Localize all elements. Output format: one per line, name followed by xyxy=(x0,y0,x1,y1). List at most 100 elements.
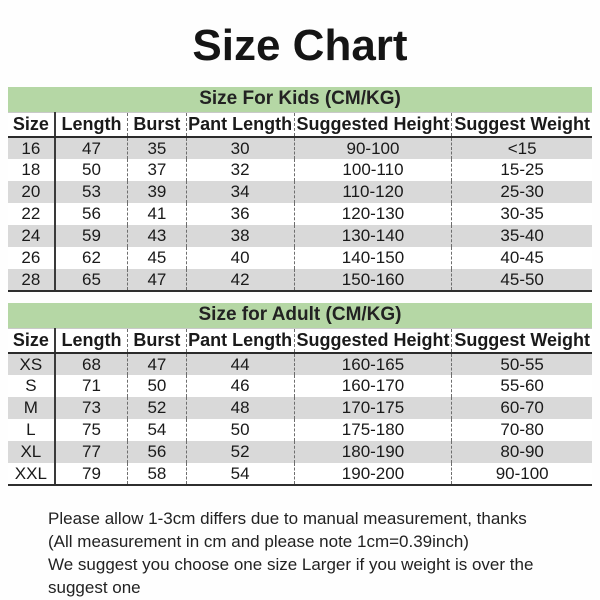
table-cell: 110-120 xyxy=(294,181,453,203)
table-row: 26 62 45 40 140-150 40-45 xyxy=(8,247,592,269)
table-cell: 68 xyxy=(54,353,129,375)
table-row: 20 53 39 34 110-120 25-30 xyxy=(8,181,592,203)
table-cell: 34 xyxy=(186,181,295,203)
table-row: 18 50 37 32 100-110 15-25 xyxy=(8,159,592,181)
table-cell: 24 xyxy=(8,225,56,247)
table-cell: 30 xyxy=(186,137,295,159)
table-cell: 58 xyxy=(127,463,187,486)
table-cell: 190-200 xyxy=(294,463,453,486)
table-cell: 55-60 xyxy=(451,375,592,397)
adult-table-title: Size for Adult (CM/KG) xyxy=(8,303,592,329)
table-cell: 140-150 xyxy=(294,247,453,269)
table-cell: 180-190 xyxy=(294,441,453,463)
table-cell: 160-170 xyxy=(294,375,453,397)
table-cell: 42 xyxy=(186,269,295,292)
table-cell: 54 xyxy=(127,419,187,441)
column-header: Suggest Weight xyxy=(451,112,592,138)
page-title: Size Chart xyxy=(192,21,408,70)
adult-table-band-row: Size for Adult (CM/KG) xyxy=(8,303,592,329)
adult-table-body: XS 68 47 44 160-165 50-55 S 71 50 46 160-170 55-60 M… xyxy=(8,353,592,486)
column-header: Length xyxy=(54,328,129,354)
table-cell: 54 xyxy=(186,463,295,486)
table-cell: 45 xyxy=(127,247,187,269)
table-cell: 22 xyxy=(8,203,56,225)
table-cell: 30-35 xyxy=(451,203,592,225)
table-cell: 56 xyxy=(54,203,129,225)
kids-table-body: 16 47 35 30 90-100 <15 18 50 37 32 100-110 15-25 20 5… xyxy=(8,137,592,292)
adult-size-table: Size for Adult (CM/KG) Size Length Burst Pa… xyxy=(8,303,592,486)
table-cell: 160-165 xyxy=(294,353,453,375)
table-cell: 120-130 xyxy=(294,203,453,225)
table-cell: 71 xyxy=(54,375,129,397)
table-cell: 62 xyxy=(54,247,129,269)
table-cell: 20 xyxy=(8,181,56,203)
table-cell: XXL xyxy=(8,463,56,486)
table-cell: 65 xyxy=(54,269,129,292)
table-cell: M xyxy=(8,397,56,419)
table-cell: 35-40 xyxy=(451,225,592,247)
table-cell: 47 xyxy=(127,353,187,375)
column-header: Pant Length xyxy=(186,112,295,138)
kids-size-table: Size For Kids (CM/KG) Size Length Burst Pan… xyxy=(8,87,592,292)
table-cell: 40 xyxy=(186,247,295,269)
table-cell: 40-45 xyxy=(451,247,592,269)
column-header: Suggested Height xyxy=(294,328,453,354)
kids-table-band-row: Size For Kids (CM/KG) xyxy=(8,87,592,113)
kids-table-title: Size For Kids (CM/KG) xyxy=(8,87,592,113)
column-header: Size xyxy=(8,112,56,138)
table-cell: 32 xyxy=(186,159,295,181)
table-row: 22 56 41 36 120-130 30-35 xyxy=(8,203,592,225)
table-row: 28 65 47 42 150-160 45-50 xyxy=(8,269,592,292)
column-header: Size xyxy=(8,328,56,354)
column-header: Burst xyxy=(127,328,187,354)
table-cell: 45-50 xyxy=(451,269,592,292)
column-header: Suggest Weight xyxy=(451,328,592,354)
table-cell: 59 xyxy=(54,225,129,247)
table-cell: 100-110 xyxy=(294,159,453,181)
table-cell: 43 xyxy=(127,225,187,247)
table-cell: 170-175 xyxy=(294,397,453,419)
note-line: Please allow 1-3cm differs due to manual… xyxy=(48,509,527,528)
table-cell: 48 xyxy=(186,397,295,419)
table-cell: 25-30 xyxy=(451,181,592,203)
table-cell: 39 xyxy=(127,181,187,203)
table-cell: 28 xyxy=(8,269,56,292)
adult-table-header-row: Size Length Burst Pant Length Suggested Heig… xyxy=(8,328,592,354)
table-cell: 56 xyxy=(127,441,187,463)
table-cell: <15 xyxy=(451,137,592,159)
note-line: We suggest you choose one size Larger if… xyxy=(48,555,534,597)
table-cell: 41 xyxy=(127,203,187,225)
table-cell: 35 xyxy=(127,137,187,159)
note-line: (All measurement in cm and please note 1… xyxy=(48,532,469,551)
column-header: Pant Length xyxy=(186,328,295,354)
table-row: M 73 52 48 170-175 60-70 xyxy=(8,397,592,419)
table-cell: L xyxy=(8,419,56,441)
table-cell: 47 xyxy=(54,137,129,159)
table-cell: 90-100 xyxy=(294,137,453,159)
table-cell: 15-25 xyxy=(451,159,592,181)
table-row: S 71 50 46 160-170 55-60 xyxy=(8,375,592,397)
table-row: L 75 54 50 175-180 70-80 xyxy=(8,419,592,441)
table-cell: 80-90 xyxy=(451,441,592,463)
table-cell: 52 xyxy=(127,397,187,419)
table-cell: 38 xyxy=(186,225,295,247)
table-cell: 44 xyxy=(186,353,295,375)
table-cell: 150-160 xyxy=(294,269,453,292)
table-cell: 75 xyxy=(54,419,129,441)
table-cell: 47 xyxy=(127,269,187,292)
table-row: XL 77 56 52 180-190 80-90 xyxy=(8,441,592,463)
table-cell: XS xyxy=(8,353,56,375)
table-cell: 50 xyxy=(54,159,129,181)
table-cell: 73 xyxy=(54,397,129,419)
table-cell: 79 xyxy=(54,463,129,486)
table-cell: 26 xyxy=(8,247,56,269)
table-cell: 50-55 xyxy=(451,353,592,375)
table-cell: 50 xyxy=(127,375,187,397)
column-header: Suggested Height xyxy=(294,112,453,138)
column-header: Burst xyxy=(127,112,187,138)
table-cell: 77 xyxy=(54,441,129,463)
table-row: 24 59 43 38 130-140 35-40 xyxy=(8,225,592,247)
table-cell: 175-180 xyxy=(294,419,453,441)
table-cell: XL xyxy=(8,441,56,463)
kids-table-header-row: Size Length Burst Pant Length Suggested Heig… xyxy=(8,112,592,138)
